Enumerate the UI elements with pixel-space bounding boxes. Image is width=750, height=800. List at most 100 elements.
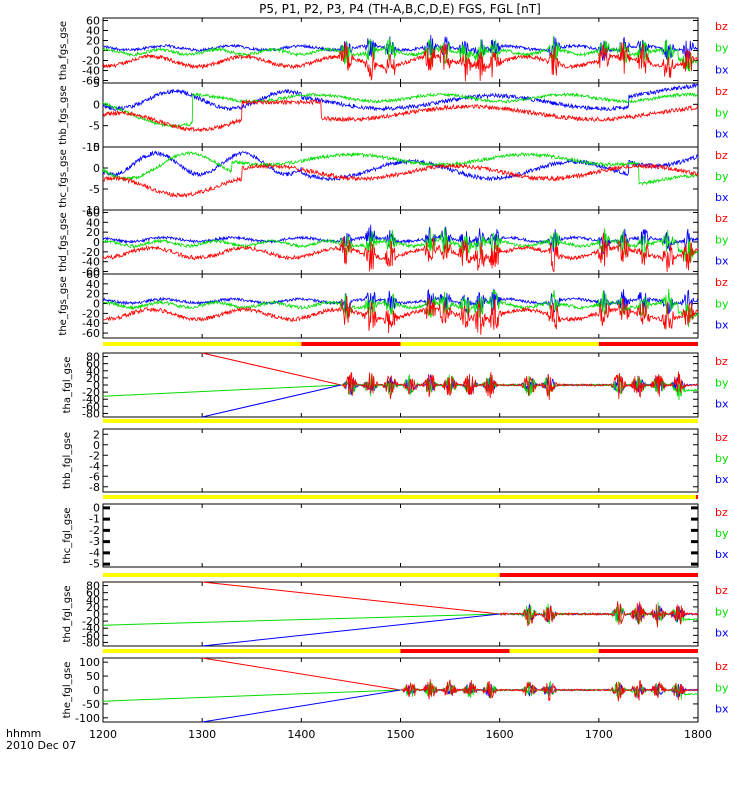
legend-by: by [715, 42, 729, 55]
series-by [102, 92, 698, 128]
y-tick-label: -80 [82, 407, 100, 420]
y-tick-label: -60 [82, 266, 100, 279]
legend-by: by [715, 106, 729, 119]
legend-bx: bx [715, 191, 729, 204]
series-by [341, 373, 699, 401]
y-tick-label: 60 [86, 15, 100, 28]
legend-by: by [715, 527, 729, 540]
y-tick-label: -3 [89, 535, 100, 548]
x-tick-label: 1300 [188, 728, 216, 741]
y-tick-label: -40 [82, 622, 100, 635]
tick-marker [691, 506, 698, 510]
legend-bx: bx [715, 255, 729, 268]
series-bz [499, 601, 699, 628]
y-tick-label: -60 [82, 629, 100, 642]
tick-marker [103, 528, 110, 532]
y-tick-label: -40 [82, 317, 100, 330]
y-tick-label: -8 [89, 481, 100, 494]
series-bx [102, 224, 699, 255]
tick-marker [691, 528, 698, 532]
series-by [102, 288, 699, 328]
y-tick-label: -50 [82, 698, 100, 711]
y-tick-label: -20 [82, 307, 100, 320]
series-bz [401, 679, 699, 702]
y-tick-label: -20 [82, 615, 100, 628]
mode-bar-segment-yellow [509, 649, 599, 653]
series-by [102, 227, 699, 262]
panel-frame [102, 503, 699, 568]
y-tick-label: -60 [82, 75, 100, 88]
y-tick-label: -4 [89, 460, 100, 473]
by-gap-line [102, 689, 401, 702]
series-bx [102, 83, 699, 112]
legend-bx: bx [715, 128, 729, 141]
y-tick-label: 80 [86, 580, 100, 593]
y-axis-label: the_fgl_gse [62, 662, 73, 719]
y-tick-label: 40 [86, 365, 100, 378]
legend-bx: bx [715, 319, 729, 332]
mode-bar-segment-red [696, 495, 698, 499]
mode-bar-segment-yellow [103, 419, 698, 423]
y-tick-label: -100 [75, 712, 100, 725]
legend-bx: bx [715, 473, 729, 486]
x-tick-label: 1700 [585, 728, 613, 741]
y-axis-label: thb_fgl_gse [62, 432, 73, 489]
legend-bz: bz [715, 20, 728, 33]
y-tick-label: 0 [93, 608, 100, 621]
y-tick-label: 0 [93, 439, 100, 452]
by-gap-line [102, 613, 500, 626]
legend-bz: bz [715, 355, 728, 368]
tick-marker [103, 551, 110, 555]
series-bz [102, 99, 699, 133]
legend-by: by [715, 297, 729, 310]
bz-gap-line [202, 581, 500, 615]
panel-thc_fgl_gse: -5-4-3-2-10 thc_fgl_gse bz by bx [62, 501, 729, 570]
series-bz [102, 232, 699, 273]
mode-bar-segment-red [301, 342, 401, 346]
y-tick-label: -5 [89, 558, 100, 571]
y-tick-label: -10 [82, 204, 100, 217]
y-tick-label: 2 [93, 428, 100, 441]
bz-gap-line [202, 352, 342, 386]
tick-marker [103, 562, 110, 566]
y-tick-label: 100 [79, 656, 100, 669]
y-tick-label: -1 [89, 513, 100, 526]
mode-bar-segment-yellow [103, 495, 697, 499]
mode-bars [103, 342, 698, 653]
y-axis-label: the_fgs_gse [58, 276, 69, 335]
y-tick-label: 20 [86, 226, 100, 239]
y-axis-label: thc_fgl_gse [62, 507, 73, 563]
tick-marker [691, 540, 698, 544]
mode-bar-segment-red [598, 649, 698, 653]
y-tick-label: 5 [93, 77, 100, 90]
legend-bz: bz [715, 212, 728, 225]
legend-by: by [715, 376, 729, 389]
tick-marker [691, 562, 698, 566]
x-tick-label: 1500 [387, 728, 415, 741]
x-tick-label: 1400 [287, 728, 315, 741]
y-tick-label: 60 [86, 358, 100, 371]
series-bz [102, 296, 699, 335]
y-tick-label: 20 [86, 288, 100, 301]
tick-marker [691, 551, 698, 555]
series-bz [103, 162, 699, 199]
y-tick-label: -40 [82, 393, 100, 406]
panel-thb_fgs_gse: -10 -5 0 5 thb_fgs_gse bz by bx [58, 77, 729, 154]
y-tick-label: 0 [93, 379, 100, 392]
mode-bar-segment-yellow [103, 342, 302, 346]
y-axis-label: thd_fgs_gse [58, 212, 69, 271]
legend-by: by [715, 233, 729, 246]
y-axis-label: tha_fgl_gse [62, 357, 73, 414]
legend-bz: bz [715, 149, 728, 162]
panel-frame [102, 428, 699, 493]
x-axis-date: 2010 Dec 07 [6, 739, 76, 752]
y-tick-label: 40 [86, 278, 100, 291]
